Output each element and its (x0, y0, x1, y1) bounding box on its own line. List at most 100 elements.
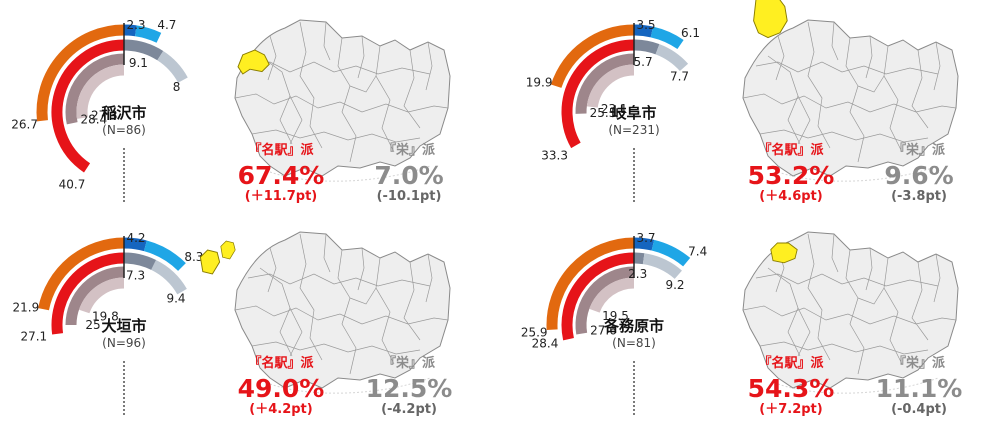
map-boundary (755, 61, 939, 75)
map-boundary (425, 253, 433, 303)
map-boundary (234, 305, 449, 325)
meieki-label: 『名駅』派 (758, 355, 824, 371)
data-label: 5.7 (634, 55, 653, 69)
ring-segment (79, 277, 125, 314)
sample-size: (N=96) (102, 336, 146, 350)
sakae-label: 『栄』派 (383, 355, 436, 371)
map-boundary (883, 45, 903, 153)
map-boundary (247, 61, 431, 75)
data-label: 9.2 (665, 278, 684, 292)
ring-segment (589, 277, 635, 313)
map-boundary (357, 247, 365, 291)
city-name: 岐阜市 (611, 104, 656, 122)
meieki-change: (＋4.6pt) (759, 189, 822, 204)
map-boundary (845, 249, 865, 375)
sample-size: (N=231) (608, 123, 659, 137)
sakae-change: (-10.1pt) (377, 189, 442, 204)
map-boundary (857, 287, 885, 305)
map-boundary (933, 41, 941, 91)
ring-segment (561, 252, 635, 341)
ring-segment (51, 252, 125, 335)
ring-segment (642, 253, 682, 280)
map-boundary (251, 341, 421, 355)
map-boundary (845, 37, 865, 163)
data-label: 25 (85, 318, 100, 332)
ring-segment (651, 239, 691, 267)
map-boundary (807, 233, 831, 361)
map-boundary (323, 233, 331, 273)
data-label: 3.7 (636, 231, 655, 245)
data-label: 28.4 (80, 112, 107, 126)
ring-segment (151, 259, 187, 295)
map-boundary (247, 273, 431, 287)
data-label: 27.1 (20, 329, 47, 343)
ring-segment (157, 51, 188, 83)
meieki-change: (＋11.7pt) (245, 189, 317, 204)
data-label: 9.1 (129, 56, 148, 70)
map-boundary (857, 75, 885, 93)
map-boundary (403, 49, 421, 129)
map-silhouette (234, 19, 451, 182)
city-name: 大垣市 (101, 317, 146, 335)
map-boundary (357, 35, 365, 79)
map-boundary (289, 307, 303, 357)
ring-segment (123, 39, 164, 61)
map-boundary (251, 129, 421, 143)
data-label: 2.3 (628, 267, 647, 281)
highlight-area (753, 0, 788, 39)
map-boundary (865, 35, 873, 79)
sakae-label: 『栄』派 (893, 142, 946, 158)
ring-segment (123, 252, 157, 270)
map-boundary (337, 37, 357, 163)
map-boundary (775, 35, 785, 81)
ring-segment (38, 237, 125, 311)
data-label: 21.9 (13, 301, 40, 315)
map-boundary (759, 341, 929, 355)
coastline (777, 165, 939, 182)
data-label: 7.3 (126, 268, 145, 282)
map-boundary (299, 21, 323, 149)
meieki-value: 67.4% (238, 161, 325, 190)
chart-panel: 19.9 33.3 25.523.1 3.5 6.1 5.7 7.7 岐阜市(N=231) 『名… (526, 0, 959, 204)
meieki-label: 『名駅』派 (248, 142, 314, 158)
map-boundary (759, 129, 929, 143)
map-boundary (323, 21, 331, 61)
map-boundary (742, 305, 957, 325)
data-label: 7.7 (670, 70, 689, 84)
map-boundary (911, 49, 929, 129)
data-label: 40.7 (59, 178, 86, 192)
ring-segment (633, 252, 645, 265)
meieki-value: 54.3% (748, 374, 835, 403)
ring-segment (550, 24, 635, 89)
data-label: 9.4 (166, 292, 185, 306)
map-boundary (289, 95, 303, 145)
sakae-change: (-3.8pt) (891, 189, 947, 204)
ring-segment (65, 53, 125, 125)
ring-segment (655, 44, 689, 72)
data-label: 27.3 (91, 109, 118, 123)
data-label: 25.5 (590, 106, 617, 120)
data-label: 8.3 (184, 250, 203, 264)
map-boundary (865, 247, 873, 291)
map-boundary (425, 41, 433, 91)
coastline (269, 165, 431, 182)
sakae-label: 『栄』派 (893, 355, 946, 371)
chart-panel: 26.7 40.7 28.427.3 2.3 4.7 9.1 8 稲沢市(N=86) 『名駅』派… (11, 18, 451, 204)
data-label: 33.3 (541, 148, 568, 162)
data-label: 26.7 (11, 118, 38, 132)
map-boundary (349, 75, 377, 93)
map-boundary (267, 247, 277, 293)
highlight-area (199, 249, 221, 275)
data-label: 8 (173, 80, 181, 94)
ring-segment (143, 240, 186, 272)
meieki-change: (＋4.2pt) (249, 402, 312, 417)
map-boundary (349, 287, 377, 305)
map-boundary (403, 261, 421, 341)
data-label: 23.1 (601, 102, 628, 116)
ring-segment (65, 266, 125, 326)
city-name: 稲沢市 (101, 104, 146, 122)
sakae-change: (-4.2pt) (381, 402, 437, 417)
map-boundary (933, 253, 941, 303)
ring-segment (76, 64, 125, 119)
